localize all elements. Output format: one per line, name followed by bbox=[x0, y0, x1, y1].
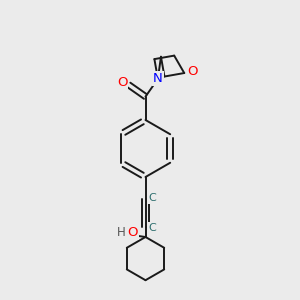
Text: H: H bbox=[117, 226, 126, 239]
Text: O: O bbox=[127, 226, 138, 239]
Text: N: N bbox=[153, 72, 163, 86]
Text: O: O bbox=[188, 65, 198, 78]
Text: C: C bbox=[148, 193, 156, 203]
Text: C: C bbox=[148, 223, 156, 233]
Text: O: O bbox=[117, 76, 128, 89]
